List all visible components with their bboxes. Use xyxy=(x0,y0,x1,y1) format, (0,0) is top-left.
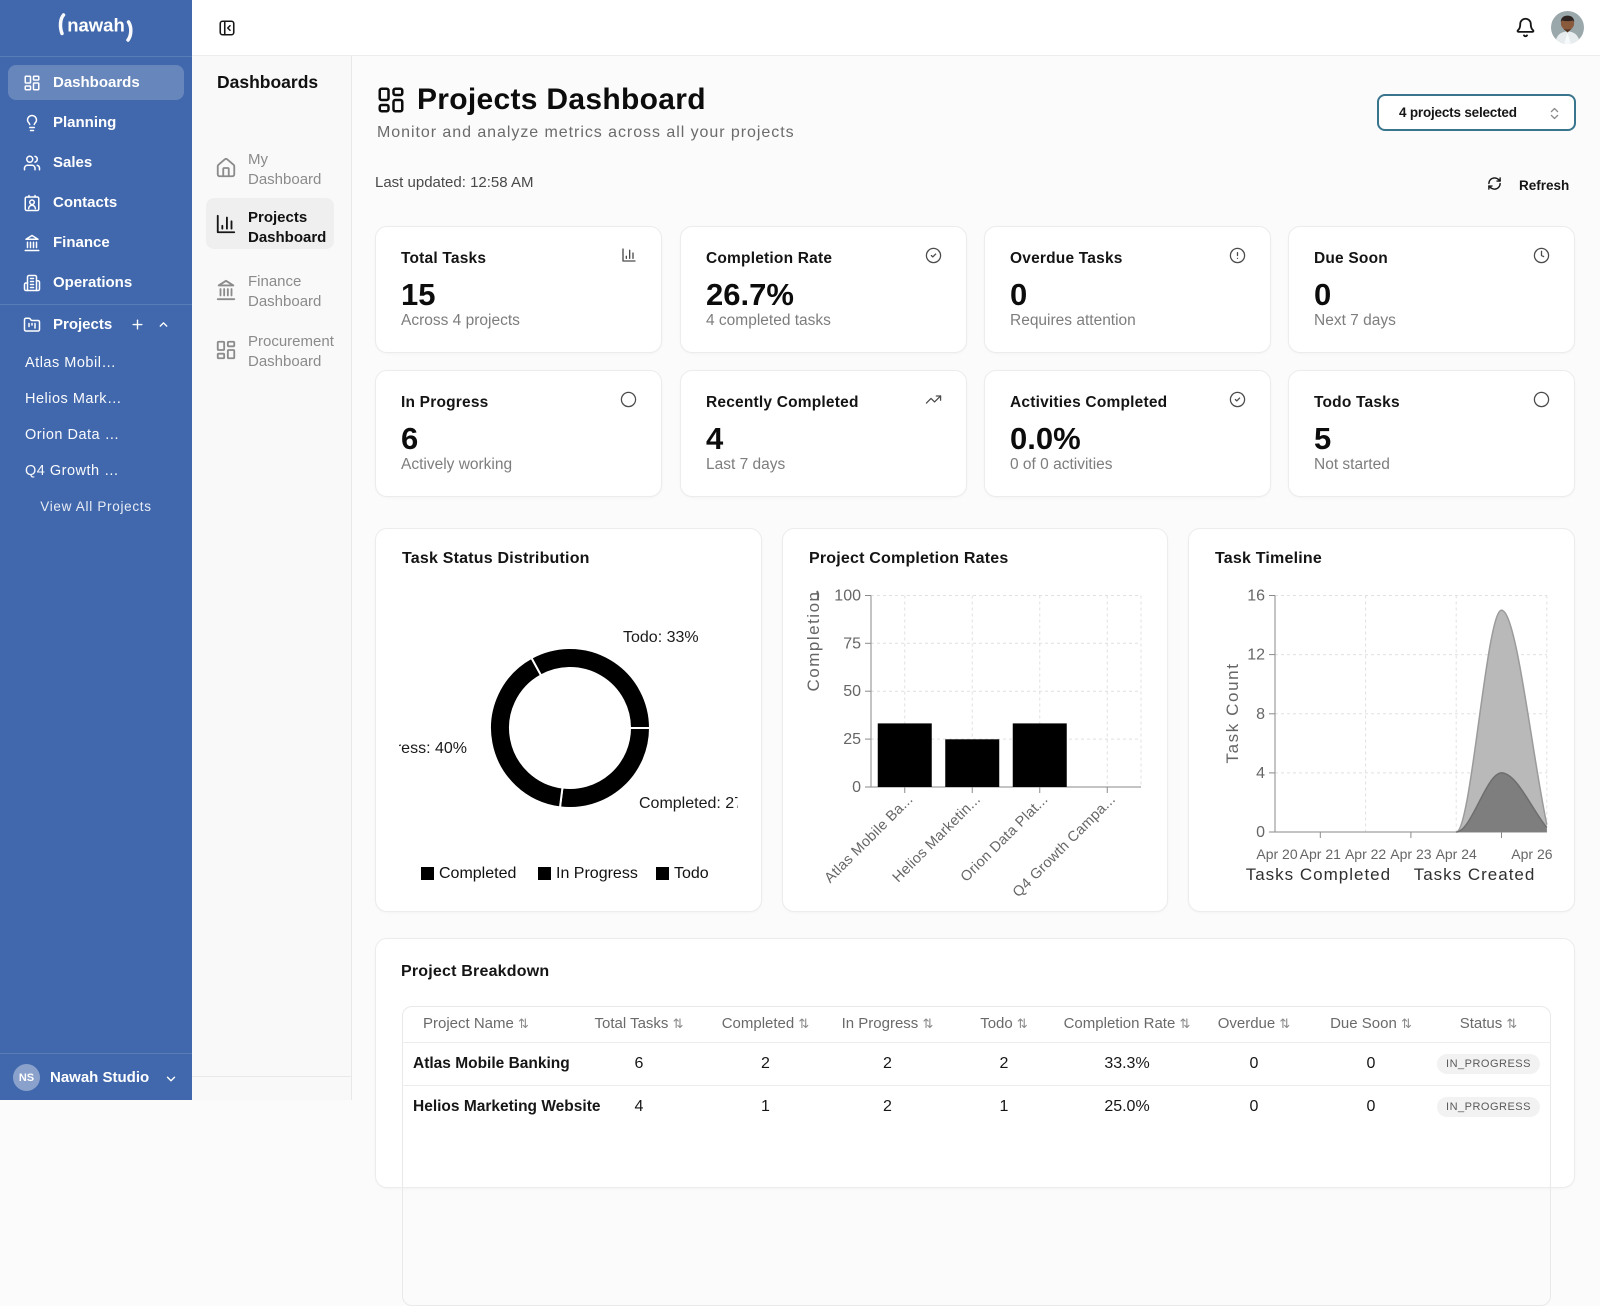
svg-text:Task Count: Task Count xyxy=(1223,662,1242,763)
svg-text:Completed: 27%: Completed: 27% xyxy=(639,795,741,812)
svg-text:Tasks Created: Tasks Created xyxy=(1414,865,1536,884)
svg-text:75: 75 xyxy=(843,635,861,652)
svg-text:Apr 22: Apr 22 xyxy=(1345,846,1386,862)
svg-text:nawah: nawah xyxy=(67,15,125,36)
svg-text:8: 8 xyxy=(1256,706,1265,723)
svg-text:Tasks Completed: Tasks Completed xyxy=(1246,865,1391,884)
svg-text:12: 12 xyxy=(1247,647,1265,664)
svg-text:Apr 26: Apr 26 xyxy=(1511,846,1552,862)
svg-text:0: 0 xyxy=(852,779,861,796)
svg-text:4: 4 xyxy=(1256,765,1265,782)
svg-text:Apr 24: Apr 24 xyxy=(1436,846,1477,862)
svg-text:100: 100 xyxy=(834,588,861,605)
svg-text:16: 16 xyxy=(1247,588,1265,605)
svg-text:Apr 21: Apr 21 xyxy=(1300,846,1341,862)
svg-text:Apr 23: Apr 23 xyxy=(1390,846,1431,862)
svg-text:Completion: Completion xyxy=(804,591,823,692)
svg-text:0: 0 xyxy=(1256,824,1265,841)
svg-text:Todo: 33%: Todo: 33% xyxy=(623,629,699,646)
svg-text:25: 25 xyxy=(843,731,861,748)
svg-text:50: 50 xyxy=(843,683,861,700)
svg-text:In Progress: 40%: In Progress: 40% xyxy=(399,740,467,757)
svg-text:Apr 20: Apr 20 xyxy=(1256,846,1297,862)
